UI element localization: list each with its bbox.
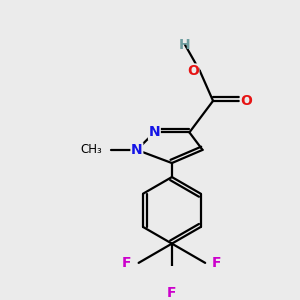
Text: F: F: [167, 286, 177, 300]
Text: CH₃: CH₃: [80, 143, 102, 156]
Text: N: N: [131, 143, 143, 157]
Text: O: O: [240, 94, 252, 108]
Text: F: F: [212, 256, 222, 270]
Text: O: O: [187, 64, 199, 78]
Text: F: F: [122, 256, 132, 270]
Text: N: N: [148, 125, 160, 140]
Text: H: H: [179, 38, 191, 52]
